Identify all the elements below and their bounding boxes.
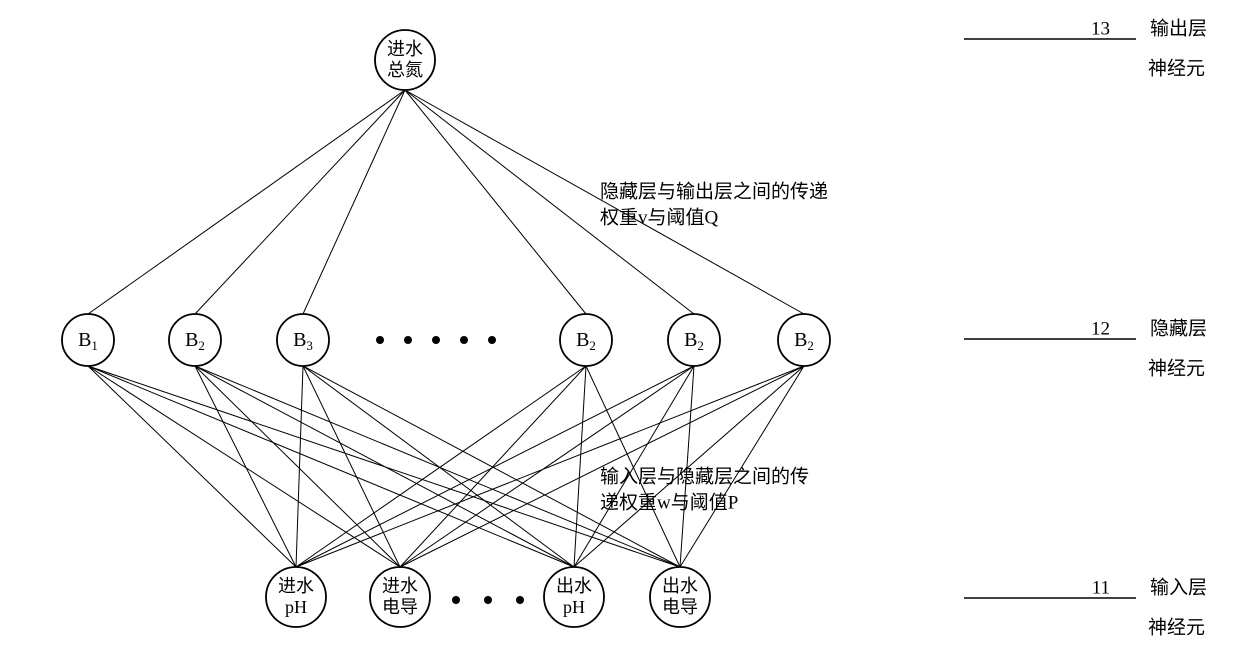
svg-text:神经元: 神经元 (1148, 357, 1205, 379)
svg-text:进水: 进水 (387, 39, 423, 59)
svg-text:进水: 进水 (382, 576, 418, 596)
svg-text:出水: 出水 (662, 576, 698, 596)
svg-text:电导: 电导 (382, 597, 418, 617)
svg-text:进水: 进水 (278, 576, 314, 596)
svg-text:出水: 出水 (556, 576, 592, 596)
svg-text:电导: 电导 (662, 597, 698, 617)
svg-text:输入层: 输入层 (1150, 576, 1207, 598)
svg-text:隐藏层: 隐藏层 (1150, 317, 1207, 339)
nn-diagram: B1B2B3B2B2B2进水总氮进水pH进水电导出水pH出水电导隐藏层与输出层之… (0, 0, 1240, 667)
svg-text:总氮: 总氮 (387, 60, 423, 80)
svg-text:权重v与阈值Q: 权重v与阈值Q (600, 206, 719, 228)
svg-text:输出层: 输出层 (1150, 17, 1207, 39)
svg-text:神经元: 神经元 (1148, 616, 1205, 638)
svg-text:11: 11 (1092, 577, 1110, 598)
svg-text:pH: pH (285, 597, 307, 617)
svg-text:12: 12 (1091, 318, 1110, 339)
svg-text:pH: pH (563, 597, 585, 617)
svg-text:神经元: 神经元 (1148, 57, 1205, 79)
svg-text:递权重w与阈值P: 递权重w与阈值P (600, 491, 738, 513)
svg-text:隐藏层与输出层之间的传递: 隐藏层与输出层之间的传递 (600, 180, 828, 202)
svg-text:输入层与隐藏层之间的传: 输入层与隐藏层之间的传 (600, 465, 809, 487)
svg-text:13: 13 (1091, 18, 1110, 39)
